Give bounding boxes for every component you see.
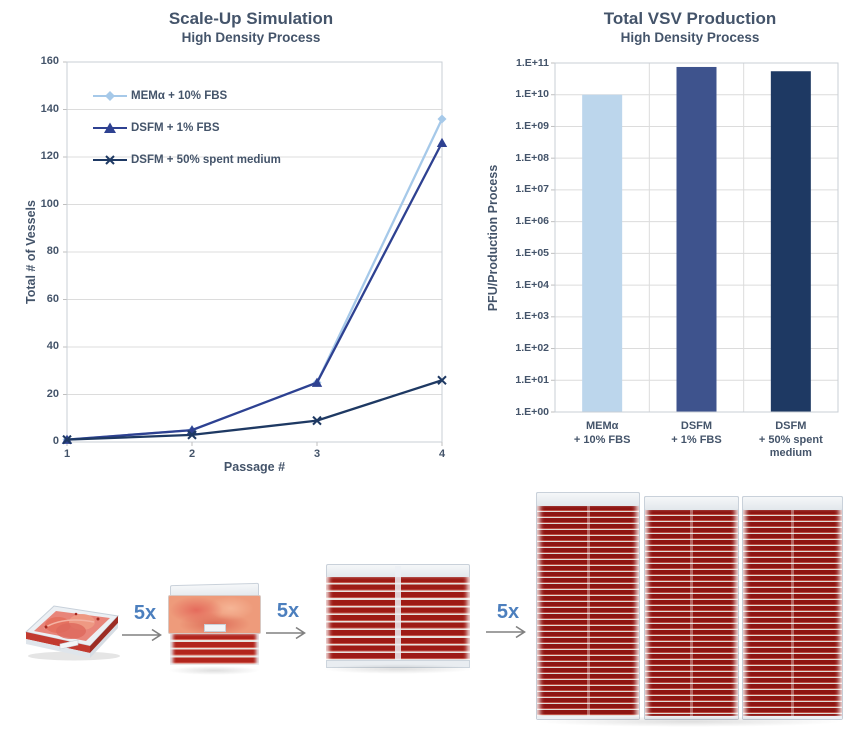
tower-lid: [742, 496, 843, 511]
bar-category-label: DSFM + 50% spent medium: [758, 420, 823, 459]
bar-category-label: DSFM + 1% FBS: [671, 420, 722, 446]
right-y-tick-label: 1.E+04: [515, 278, 549, 291]
chart-legend: MEMα + 10% FBS DSFM + 1% FBS DSFM + 50% …: [92, 80, 281, 176]
tower-seam: [791, 510, 794, 716]
right-y-tick-label: 1.E+11: [516, 56, 549, 69]
bar-category-label: MEMα + 10% FBS: [573, 420, 631, 446]
right-y-tick-label: 1.E+10: [515, 88, 549, 101]
right-y-tick-label: 1.E+07: [515, 183, 549, 196]
triangle-marker-icon: [93, 122, 127, 133]
left-y-tick-label: 160: [40, 55, 59, 67]
single-layer-tray-image: [24, 605, 120, 661]
right-chart-title: Total VSV Production: [603, 9, 777, 28]
label-chip: [204, 624, 226, 632]
legend-item-mema-10pct-fbs: MEMα + 10% FBS: [92, 80, 281, 112]
media-layers: [743, 510, 842, 716]
right-y-tick-label: 1.E+08: [515, 151, 549, 164]
left-y-tick-label: 0: [52, 435, 59, 447]
legend-item-dsfm-spent-medium: DSFM + 50% spent medium: [92, 144, 281, 176]
left-x-tick-label: 3: [313, 448, 321, 460]
flow-multiplier-1: 5x: [133, 602, 157, 624]
left-y-tick-label: 40: [46, 340, 59, 352]
right-y-axis-label: PFU/Production Process: [486, 164, 500, 312]
left-y-tick-label: 100: [40, 197, 59, 210]
left-x-tick-label: 1: [63, 448, 71, 460]
flow-arrow-icon: [266, 626, 306, 640]
left-chart-subtitle: High Density Process: [181, 30, 321, 45]
left-y-tick-label: 120: [40, 150, 59, 162]
flow-arrow-icon: [486, 625, 526, 639]
left-y-tick-label: 60: [46, 292, 59, 305]
diamond-marker-icon: [93, 91, 127, 101]
multilayer-tower-image: [644, 496, 739, 720]
vessel-shadow: [168, 666, 260, 675]
right-y-tick-label: 1.E+02: [515, 342, 549, 355]
right-y-tick-label: 1.E+06: [515, 215, 549, 228]
left-y-tick-label: 140: [40, 102, 59, 115]
tower-lid: [536, 492, 640, 507]
multilayer-tower-image: [742, 496, 843, 720]
right-y-tick-label: 1.E+00: [515, 405, 549, 418]
stack-seam: [395, 566, 401, 662]
tower-base: [537, 716, 639, 719]
right-y-tick-label: 1.E+05: [515, 246, 549, 259]
tower-seam: [690, 510, 693, 716]
legend-label: DSFM + 50% spent medium: [131, 154, 281, 166]
tower-base: [743, 716, 842, 719]
vessel-shadow: [534, 716, 844, 727]
left-x-tick-label: 4: [438, 448, 446, 460]
media-layers: [537, 506, 639, 716]
flow-multiplier-2: 5x: [276, 600, 300, 622]
stack-base: [326, 660, 470, 668]
left-x-axis-label: Passage #: [223, 460, 286, 474]
left-chart-title: Scale-Up Simulation: [168, 9, 334, 28]
multilayer-tower-image: [536, 492, 640, 720]
legend-item-dsfm-1pct-fbs: DSFM + 1% FBS: [92, 112, 281, 144]
media-layers: [170, 634, 259, 665]
ten-layer-stack-pair-image: [318, 564, 478, 668]
legend-label: MEMα + 10% FBS: [131, 90, 228, 102]
tower-base: [645, 716, 738, 719]
five-layer-stack-image: [166, 582, 263, 670]
right-chart-subtitle: High Density Process: [620, 30, 760, 45]
left-y-tick-label: 80: [46, 245, 59, 257]
legend-label: DSFM + 1% FBS: [131, 122, 220, 134]
flow-arrow-icon: [122, 628, 162, 642]
tower-seam: [586, 506, 590, 716]
vessel-shadow: [322, 664, 474, 674]
left-y-tick-label: 20: [46, 387, 59, 400]
left-x-tick-label: 2: [188, 448, 196, 460]
right-y-tick-label: 1.E+09: [515, 119, 549, 132]
right-y-tick-label: 1.E+01: [515, 373, 549, 386]
tower-lid: [644, 496, 739, 511]
x-marker-icon: [93, 155, 127, 165]
media-layers: [645, 510, 738, 716]
right-y-tick-label: 1.E+03: [515, 310, 549, 323]
flow-multiplier-3: 5x: [496, 601, 520, 623]
